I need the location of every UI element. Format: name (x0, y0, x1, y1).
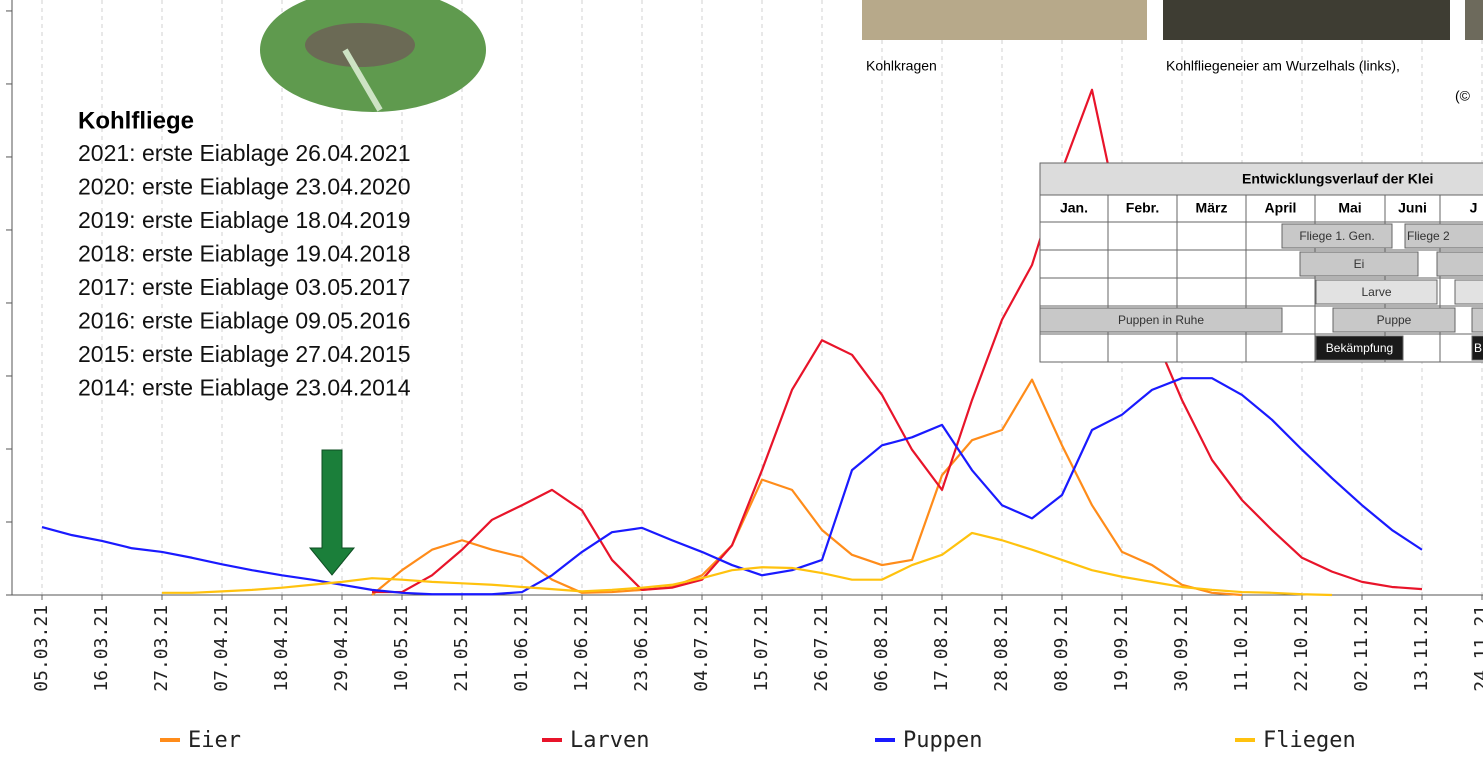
phase-bar (1315, 279, 1438, 305)
x-tick-label: 26.07.21 (811, 605, 832, 692)
phase-label: Bekämpfung (1326, 341, 1393, 355)
month-label: März (1196, 200, 1228, 216)
x-tick-label: 19.09.21 (1111, 605, 1132, 692)
photo-caption: Kohlkragen (866, 58, 937, 74)
phase-bar (1404, 223, 1483, 249)
photo-eier (1163, 0, 1450, 40)
phase-label: Puppe (1377, 313, 1412, 327)
info-title: Kohlfliege (78, 107, 194, 134)
x-tick-label: 22.10.21 (1291, 605, 1312, 692)
leaf-vein (342, 48, 383, 112)
series-line (41, 377, 1423, 596)
x-tick-label: 07.04.21 (211, 605, 232, 692)
table-cell (1439, 333, 1483, 363)
month-label: Jan. (1060, 200, 1088, 216)
phase-bar (1299, 251, 1419, 277)
legend-label: Puppen (903, 728, 982, 753)
info-line: 2014: erste Eiablage 23.04.2014 (78, 375, 411, 401)
x-tick-label: 01.06.21 (511, 605, 532, 692)
info-lines: 2021: erste Eiablage 26.04.2021 2020: ers… (78, 140, 411, 401)
month-cell (1176, 194, 1247, 223)
x-tick-label: 24.11.21 (1471, 605, 1483, 692)
fly-photo-fly (305, 23, 415, 67)
month-cell (1439, 194, 1483, 223)
x-tick-label: 21.05.21 (451, 605, 472, 692)
x-tick-label: 06.08.21 (871, 605, 892, 692)
legend-label: Eier (188, 728, 241, 753)
info-line: 2021: erste Eiablage 26.04.2021 (78, 140, 411, 166)
x-tick-label: 23.06.21 (631, 605, 652, 692)
legend-label: Larven (570, 728, 649, 753)
legend-label: Fliegen (1263, 728, 1356, 753)
series-line (372, 88, 1423, 594)
plot-area: 05.03.21 16.03.21 27.03.21 07.04.21 18.04.21… (6, 0, 1483, 692)
photo-caption: Kohlfliegeneier am Wurzelhals (links), (1166, 58, 1400, 74)
x-tick-label: 16.03.21 (91, 605, 112, 692)
photo-kohlkragen (862, 0, 1147, 40)
phase-bar (1471, 335, 1483, 361)
photo-third (1465, 0, 1483, 40)
month-label: Febr. (1126, 200, 1159, 216)
info-line: 2015: erste Eiablage 27.04.2015 (78, 341, 411, 367)
x-tick-label: 17.08.21 (931, 605, 952, 692)
month-label: Mai (1338, 200, 1361, 216)
x-tick-label: 27.03.21 (151, 605, 172, 692)
month-cell (1314, 194, 1386, 223)
phase-label: Puppen in Ruhe (1118, 313, 1204, 327)
month-label: Juni (1398, 200, 1427, 216)
info-line: 2018: erste Eiablage 19.04.2018 (78, 241, 411, 267)
month-label: J (1470, 200, 1478, 216)
phase-label: Fliege 1. Gen. (1299, 229, 1374, 243)
x-tick-label: 05.03.21 (31, 605, 52, 692)
phase-bar (1332, 307, 1456, 333)
month-cell (1107, 194, 1178, 223)
month-cell (1384, 194, 1441, 223)
x-tick-label: 11.10.21 (1231, 605, 1252, 692)
x-tick-label: 10.05.21 (391, 605, 412, 692)
phase-label: B (1474, 341, 1482, 355)
info-line: 2019: erste Eiablage 18.04.2019 (78, 207, 411, 233)
x-tick-label: 12.06.21 (571, 605, 592, 692)
info-line: 2020: erste Eiablage 23.04.2020 (78, 174, 411, 200)
phase-bar (1315, 335, 1404, 361)
x-tick-label: 28.08.21 (991, 605, 1012, 692)
arrow (308, 449, 356, 576)
phase-label: Ei (1354, 257, 1365, 271)
x-tick-label: 13.11.21 (1411, 605, 1432, 692)
series-line (162, 531, 1333, 597)
phase-bar (1454, 279, 1483, 305)
phase-bar (1039, 307, 1283, 333)
x-tick-label: 08.09.21 (1051, 605, 1072, 692)
x-tick-label: 29.04.21 (331, 605, 352, 692)
phase-bar (1436, 251, 1483, 277)
info-line: 2017: erste Eiablage 03.05.2017 (78, 274, 411, 300)
month-label: April (1265, 200, 1297, 216)
photo-credit: (© (1455, 88, 1471, 104)
x-tick-label: 18.04.21 (271, 605, 292, 692)
phase-bar (1281, 223, 1393, 249)
month-cell (1039, 194, 1109, 223)
info-line: 2016: erste Eiablage 09.05.2016 (78, 308, 411, 334)
x-tick-label: 15.07.21 (751, 605, 772, 692)
phase-label: Fliege 2 (1407, 229, 1450, 243)
month-cell (1245, 194, 1316, 223)
x-tick-label: 02.11.21 (1351, 605, 1372, 692)
table-title: Entwicklungsverlauf der Klei (1242, 171, 1433, 187)
phase-label: Larve (1361, 285, 1391, 299)
development-table: Entwicklungsverlauf der Klei Jan. Febr. Mä… (1039, 162, 1483, 363)
phase-bar (1471, 307, 1483, 333)
x-tick-label: 30.09.21 (1171, 605, 1192, 692)
x-tick-label: 04.07.21 (691, 605, 712, 692)
series-line (371, 378, 1243, 597)
